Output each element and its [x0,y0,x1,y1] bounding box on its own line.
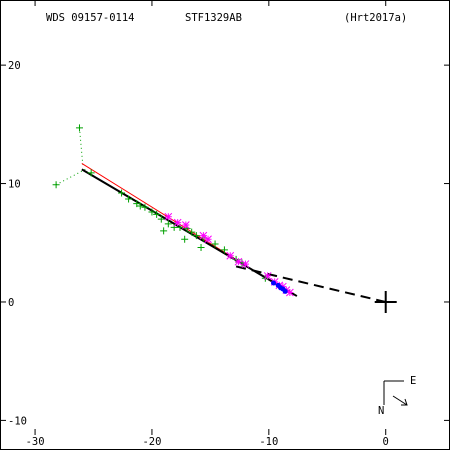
motion-arrow-line [392,395,408,406]
x-tick-label: -10 [259,436,278,448]
reference-label: (Hrt2017a) [344,12,407,24]
x-tick-label: -20 [142,436,161,448]
recent-point [282,288,288,294]
speckle-point [263,272,272,280]
micrometer-point [87,169,95,177]
primary-star-marker [374,290,397,313]
observation-markers [52,124,294,297]
dashed-link-line [235,265,386,303]
speckle-point [226,251,235,260]
fit-line [81,168,298,297]
speckle-point [234,257,243,266]
micrometer-point [164,220,172,228]
y-tick-label: 0 [8,297,14,309]
micrometer-point [197,244,205,251]
x-tick-label: -30 [26,436,45,448]
micrometer-point [211,240,219,248]
y-tick-label: 10 [8,179,21,191]
residual-link [55,168,86,186]
micrometer-point [133,200,141,208]
micrometer-point [220,246,228,254]
speckle-point [164,212,173,221]
speckle-point [204,235,212,244]
motion-arrow-head [401,398,408,406]
micrometer-point [160,227,168,235]
micrometer-point [148,208,156,216]
speckle-point [173,218,182,227]
y-tick-label: -10 [8,415,27,427]
speckle-point [199,231,208,240]
micrometer-point [188,228,196,236]
orientation-indicator: E N [378,375,416,417]
wds-label: WDS 09157-0114 [46,12,135,24]
speckle-point [286,288,294,297]
residual-link [78,127,84,168]
speckle-point [181,221,190,229]
micrometer-point [141,203,149,211]
speckle-point [241,260,250,268]
micrometer-point [153,210,161,218]
micrometer-point [52,181,60,189]
y-tick-label: 20 [8,60,21,72]
x-tick-label: 0 [383,436,389,448]
east-label: E [410,375,416,387]
micrometer-point [192,232,200,240]
micrometer-point [125,195,133,203]
micrometer-point [181,235,189,243]
north-label: N [378,405,384,417]
micrometer-point [136,202,144,210]
micrometer-point [170,223,178,231]
residual-links [55,127,86,186]
micrometer-point [75,124,83,132]
micrometer-point [157,215,165,223]
primary-cross [374,290,397,313]
recent-point [271,280,277,286]
discoverer-label: STF1329AB [185,12,242,24]
micrometer-point [118,189,126,197]
